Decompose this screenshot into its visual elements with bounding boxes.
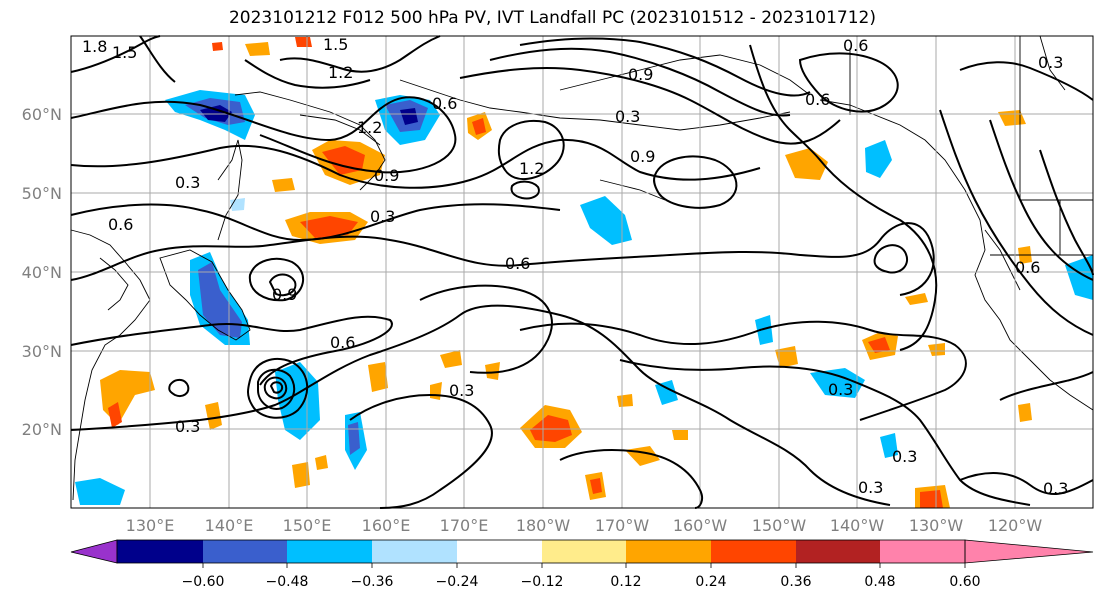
colorbar-segment (880, 540, 965, 563)
contour-label: 1.2 (357, 118, 382, 137)
contour-label: 0.9 (630, 147, 655, 166)
contour-label: 0.6 (505, 254, 530, 273)
colorbar-segment (372, 540, 457, 563)
lon-label: 140°W (830, 516, 885, 535)
colorbar-segment (203, 540, 287, 563)
pv-contours (70, 35, 1094, 509)
colorbar-ticks (202, 563, 966, 568)
colorbar-segment (117, 540, 203, 563)
contour-label: 0.6 (108, 215, 133, 234)
contour-label: 1.8 (82, 37, 107, 56)
lon-label: 130°E (126, 516, 175, 535)
colorbar-tick-label: −0.24 (436, 574, 479, 590)
gridlines (71, 36, 1093, 508)
lat-label: 60°N (22, 105, 62, 124)
lon-label: 140°E (205, 516, 254, 535)
colorbar-extend-low (70, 539, 118, 564)
contour-label: 1.5 (323, 35, 348, 54)
latitude-labels: 60°N 50°N 40°N 30°N 20°N (22, 105, 62, 439)
lon-label: 170°W (595, 516, 650, 535)
contour-label: 1.2 (328, 63, 353, 82)
colorbar-segment (626, 540, 711, 563)
colorbar-tick-label: −0.60 (182, 574, 225, 590)
contour-label-group: 1.8 1.5 1.5 1.2 1.2 1.2 0.9 0.9 0.9 0.9 … (82, 35, 1068, 498)
colorbar: −0.60 −0.48 −0.36 −0.24 −0.12 0.12 0.24 … (70, 539, 1094, 590)
colorbar-tick-label: −0.36 (351, 574, 394, 590)
colorbar-tick-label: 0.12 (610, 574, 641, 590)
contour-label: 0.9 (628, 65, 653, 84)
lat-label: 40°N (22, 263, 62, 282)
contour-label: 1.5 (112, 43, 137, 62)
contour-label: 0.9 (374, 166, 399, 185)
contour-label: 0.3 (449, 381, 474, 400)
colorbar-tick-label: 0.36 (780, 574, 811, 590)
lon-label: 170°E (440, 516, 489, 535)
colorbar-segment (457, 540, 542, 563)
colorbar-outline (116, 539, 966, 564)
contour-label: 0.6 (805, 90, 830, 109)
lon-label: 180°W (516, 516, 571, 535)
colorbar-segment (542, 540, 626, 563)
lon-label: 150°E (283, 516, 332, 535)
colorbar-segment (287, 540, 372, 563)
contour-label: 0.3 (892, 447, 917, 466)
map-frame (70, 35, 1094, 509)
lon-label: 130°W (909, 516, 964, 535)
contour-label: 0.6 (432, 94, 457, 113)
lon-label: 160°W (673, 516, 728, 535)
contour-label: 0.3 (1043, 479, 1068, 498)
contour-label: 0.6 (1015, 258, 1040, 277)
lon-label: 150°W (752, 516, 807, 535)
contour-label: 0.3 (1038, 53, 1063, 72)
contour-label: 0.3 (175, 173, 200, 192)
longitude-labels: 130°E 140°E 150°E 160°E 170°E 180°W 170°… (126, 516, 1043, 535)
contour-label: 0.3 (828, 380, 853, 399)
contour-label: 0.3 (370, 207, 395, 226)
colorbar-tick-label: −0.12 (521, 574, 564, 590)
lat-label: 20°N (22, 420, 62, 439)
colorbar-tick-label: 0.24 (695, 574, 726, 590)
lat-label: 30°N (22, 342, 62, 361)
contour-label: 0.9 (272, 285, 297, 304)
colorbar-tick-label: −0.48 (266, 574, 309, 590)
contour-label: 0.3 (175, 417, 200, 436)
colorbar-segment (711, 540, 796, 563)
lon-label: 120°W (988, 516, 1043, 535)
colorbar-extend-high (964, 539, 1094, 564)
contour-label: 0.3 (858, 478, 883, 497)
map-title: 2023101212 F012 500 hPa PV, IVT Landfall… (228, 8, 876, 28)
colorbar-segment (796, 540, 880, 563)
contour-label: 1.2 (519, 159, 544, 178)
contour-label: 0.6 (843, 36, 868, 55)
lon-label: 160°E (362, 516, 411, 535)
colorbar-tick-label: 0.48 (864, 574, 895, 590)
contour-label: 0.3 (615, 107, 640, 126)
lat-label: 50°N (22, 184, 62, 203)
contour-label: 0.6 (330, 333, 355, 352)
colorbar-tick-label: 0.60 (949, 574, 980, 590)
